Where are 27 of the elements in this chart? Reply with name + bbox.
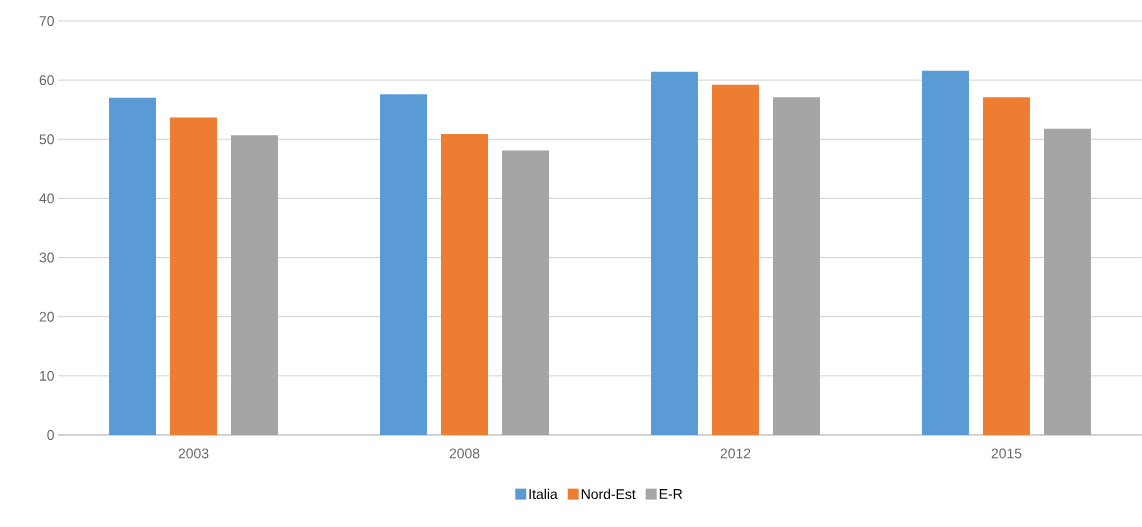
bar (650, 71, 698, 435)
bar (379, 94, 427, 435)
y-tick-label: 60 (39, 75, 54, 86)
x-tick-label: 2012 (720, 448, 751, 459)
bar (170, 117, 217, 435)
bar (772, 97, 820, 435)
y-tick-label: 0 (47, 430, 54, 440)
x-tick-label: 2008 (449, 448, 480, 459)
y-tick-label: 20 (39, 311, 54, 322)
x-tick-label: 2003 (178, 448, 209, 459)
bar (440, 133, 488, 435)
bar (1043, 128, 1091, 435)
y-tick-label: 10 (40, 370, 54, 381)
bar (921, 70, 969, 435)
bar (109, 97, 157, 435)
bar (501, 150, 549, 435)
x-tick-label: 2015 (991, 448, 1022, 459)
bar (711, 84, 759, 435)
y-tick-label: 40 (39, 193, 54, 204)
y-tick-label: 70 (39, 16, 54, 26)
y-tick-label: 30 (39, 252, 54, 263)
y-tick-label: 50 (39, 134, 54, 145)
legend-label: Nord-Est (581, 488, 636, 500)
legend-label: E-R (659, 489, 683, 499)
bar (231, 135, 278, 435)
bar (982, 97, 1030, 435)
legend-label: Italia (529, 488, 558, 500)
